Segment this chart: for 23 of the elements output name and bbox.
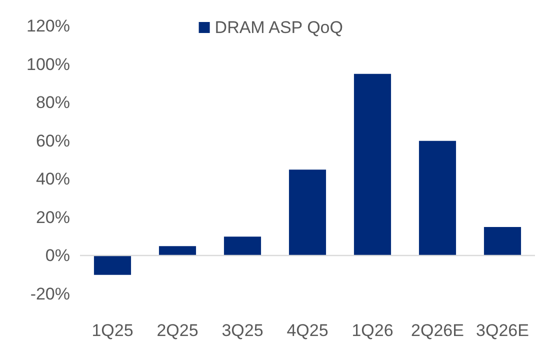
y-tick-label: 0% bbox=[45, 246, 70, 266]
bar bbox=[484, 227, 522, 256]
y-tick-label: 60% bbox=[36, 131, 70, 150]
x-tick-label: 3Q26E bbox=[476, 321, 529, 340]
y-tick-label: 120% bbox=[26, 16, 70, 36]
y-tick-label: 40% bbox=[36, 170, 70, 189]
x-tick-label: 4Q25 bbox=[286, 321, 328, 340]
legend-label: DRAM ASP QoQ bbox=[214, 18, 343, 37]
y-tick-label: -20% bbox=[30, 284, 70, 304]
x-tick-label: 1Q26 bbox=[352, 321, 394, 340]
bar bbox=[94, 256, 132, 275]
bar bbox=[224, 236, 262, 256]
y-tick-label: 100% bbox=[26, 54, 70, 74]
x-tick-label: 2Q25 bbox=[156, 321, 198, 340]
x-tick-label: 3Q25 bbox=[222, 321, 264, 340]
y-tick-label: 80% bbox=[36, 93, 70, 112]
bar bbox=[418, 140, 456, 256]
bar bbox=[288, 170, 326, 256]
bar bbox=[158, 246, 196, 256]
x-tick-label: 1Q25 bbox=[92, 321, 134, 340]
x-tick-label: 2Q26E bbox=[411, 321, 464, 340]
y-tick-label: 20% bbox=[36, 208, 70, 227]
bar bbox=[354, 74, 392, 256]
